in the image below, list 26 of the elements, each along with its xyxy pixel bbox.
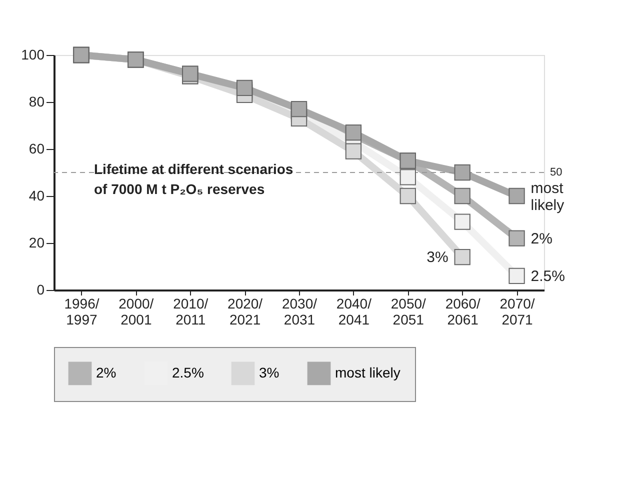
x-tick-label: 2070/ 2071: [500, 296, 535, 328]
text: 3%: [426, 249, 448, 266]
legend-label: most likely: [335, 364, 400, 380]
legend-label: 2%: [96, 364, 116, 380]
y-tick-label: 60: [28, 140, 45, 156]
x-tick-label: 2000/ 2001: [118, 296, 154, 328]
annotation: of 7000 M t P₂O₅ reserves: [94, 181, 265, 197]
y-tick-label: 100: [21, 46, 45, 62]
text: 2%: [530, 230, 552, 248]
x-tick-label: 2030/ 2031: [282, 296, 318, 328]
y-tick-label: 80: [28, 94, 45, 110]
y-tick-label: 40: [28, 188, 45, 204]
series-label: 2.5%: [530, 268, 565, 285]
annotation: Lifetime at different scenarios: [94, 161, 294, 177]
x-tick-label: 2020/ 2021: [228, 296, 263, 328]
x-tick-label: 2010/ 2011: [173, 296, 208, 328]
ref-line-label: 50: [550, 166, 562, 178]
x-tick-label: 2040/ 2041: [336, 296, 372, 328]
x-tick-label: 2050/ 2051: [390, 296, 426, 328]
x-tick-label: 2060/ 2061: [445, 296, 480, 328]
legend-label: 3%: [259, 364, 280, 380]
y-tick-label: 0: [36, 282, 45, 298]
text: 2.5%: [172, 364, 204, 380]
y-tick-label: 20: [28, 234, 45, 250]
text: most likely: [530, 180, 564, 214]
x-tick-label: 1996/ 1997: [64, 296, 100, 328]
